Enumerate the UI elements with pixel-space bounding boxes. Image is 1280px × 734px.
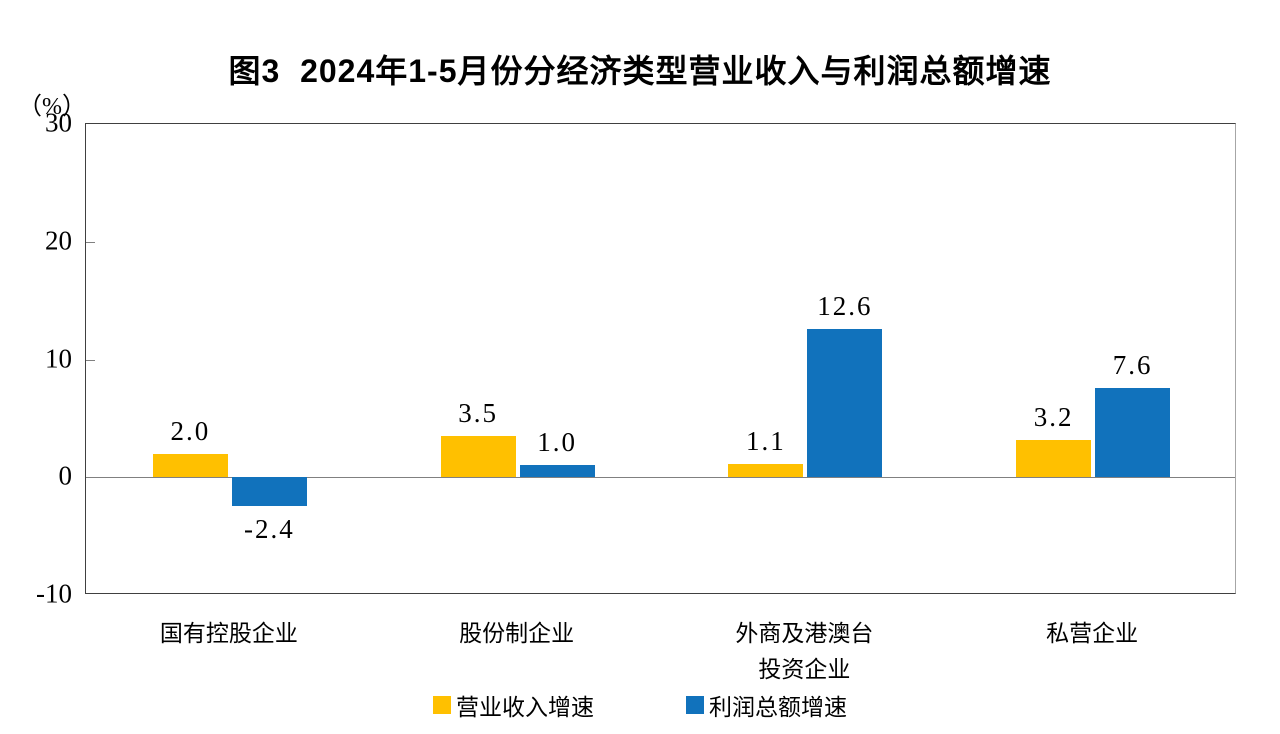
bar-value-label: 1.0 [537, 427, 577, 458]
bar-value-label: 2.0 [170, 415, 211, 446]
bar-营业收入增速-私营企业 [1016, 439, 1092, 478]
legend: 营业收入增速 利润总额增速 [0, 688, 1280, 722]
bar-利润总额增速-外商及港澳台投资企业 [807, 328, 883, 478]
legend-swatch-icon [433, 696, 451, 714]
bar-营业收入增速-外商及港澳台投资企业 [728, 464, 804, 478]
bar-营业收入增速-股份制企业 [440, 436, 516, 478]
zero-gridline [86, 477, 1235, 479]
y-tickmark [86, 359, 95, 361]
x-category-label: 外商及港澳台 投资企业 [735, 621, 874, 682]
legend-item-利润总额增速: 利润总额增速 [686, 688, 847, 722]
x-category-label: 股份制企业 [459, 621, 575, 646]
legend-swatch-icon [686, 696, 704, 714]
plot-area: 2.0 -2.4 3.5 1.0 1.1 12.6 3.2 7.6 [85, 123, 1236, 594]
y-tick-label: 0 [58, 460, 73, 491]
legend-label: 利润总额增速 [709, 695, 847, 720]
bar-value-label: -2.4 [244, 513, 295, 544]
x-category-label: 国有控股企业 [159, 621, 298, 646]
y-tick-label: 10 [45, 343, 72, 373]
bar-利润总额增速-国有控股企业 [231, 477, 307, 506]
bar-利润总额增速-私营企业 [1095, 387, 1171, 478]
y-tickmark [86, 241, 95, 243]
y-tick-label: -10 [36, 578, 72, 609]
bar-value-label: 12.6 [817, 290, 873, 321]
y-axis-unit-label: （%） [18, 94, 86, 120]
bar-营业收入增速-国有控股企业 [152, 453, 228, 478]
y-tick-label: 30 [45, 107, 72, 138]
y-tick-label: 20 [45, 225, 72, 256]
legend-item-营业收入增速: 营业收入增速 [433, 688, 594, 722]
bar-value-label: 3.5 [458, 398, 498, 429]
bar-value-label: 7.6 [1112, 349, 1153, 380]
bar-value-label: 3.2 [1033, 401, 1074, 432]
legend-label: 营业收入增速 [456, 695, 594, 720]
chart-title: 图3 2024年1-5月份分经济类型营业收入与利润总额增速 [228, 53, 1052, 89]
bar-value-label: 1.1 [746, 426, 786, 457]
bar-利润总额增速-股份制企业 [519, 465, 595, 478]
x-category-label: 私营企业 [1046, 621, 1139, 646]
